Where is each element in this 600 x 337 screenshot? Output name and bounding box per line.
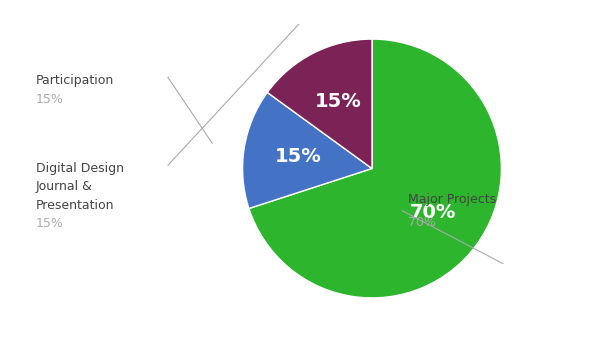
- Text: Major Projects: Major Projects: [408, 192, 496, 206]
- Wedge shape: [249, 39, 502, 298]
- Text: Presentation: Presentation: [36, 199, 115, 212]
- Text: 15%: 15%: [36, 217, 64, 231]
- Text: Digital Design: Digital Design: [36, 162, 124, 175]
- Wedge shape: [268, 39, 372, 168]
- Text: 70%: 70%: [408, 216, 436, 229]
- Text: 15%: 15%: [36, 93, 64, 106]
- Text: Journal &: Journal &: [36, 180, 93, 193]
- Text: Participation: Participation: [36, 74, 114, 87]
- Text: 70%: 70%: [410, 203, 456, 222]
- Text: 15%: 15%: [274, 147, 321, 166]
- Wedge shape: [242, 92, 372, 209]
- Text: 15%: 15%: [314, 92, 361, 111]
